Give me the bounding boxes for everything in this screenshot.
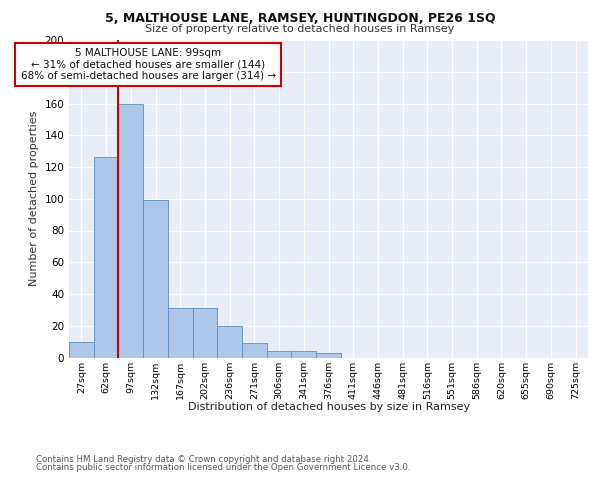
Bar	[193, 308, 217, 358]
Text: Contains public sector information licensed under the Open Government Licence v3: Contains public sector information licen…	[36, 464, 410, 472]
Bar	[94, 158, 118, 358]
Bar	[69, 342, 94, 357]
Bar	[267, 351, 292, 358]
Text: 5 MALTHOUSE LANE: 99sqm
← 31% of detached houses are smaller (144)
68% of semi-d: 5 MALTHOUSE LANE: 99sqm ← 31% of detache…	[20, 48, 275, 81]
Bar	[118, 104, 143, 358]
Bar	[242, 343, 267, 357]
Bar	[292, 351, 316, 358]
Y-axis label: Number of detached properties: Number of detached properties	[29, 111, 39, 286]
Bar	[143, 200, 168, 358]
Text: 5, MALTHOUSE LANE, RAMSEY, HUNTINGDON, PE26 1SQ: 5, MALTHOUSE LANE, RAMSEY, HUNTINGDON, P…	[104, 12, 496, 26]
Text: Size of property relative to detached houses in Ramsey: Size of property relative to detached ho…	[145, 24, 455, 34]
Text: Distribution of detached houses by size in Ramsey: Distribution of detached houses by size …	[188, 402, 470, 412]
Bar	[217, 326, 242, 358]
Bar	[168, 308, 193, 358]
Text: Contains HM Land Registry data © Crown copyright and database right 2024.: Contains HM Land Registry data © Crown c…	[36, 455, 371, 464]
Bar	[316, 352, 341, 358]
